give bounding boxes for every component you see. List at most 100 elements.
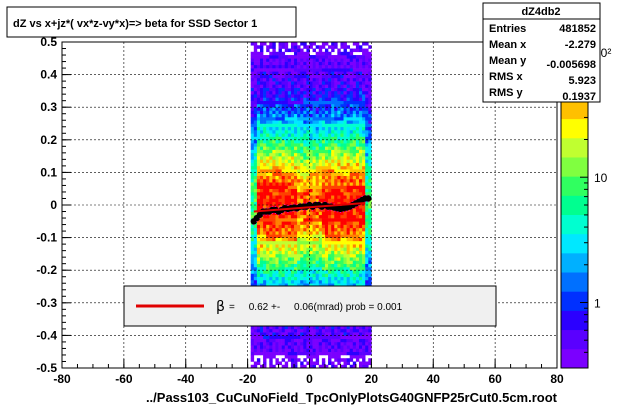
heatmap-cell [290,175,295,180]
heatmap-cell [328,191,332,196]
heatmap-cell [303,178,307,183]
heatmap-cell [278,143,282,147]
heatmap-cell [315,338,320,343]
heatmap-cell [324,149,329,154]
heatmap-cell [272,214,276,219]
heatmap-cell [318,345,323,349]
heatmap-cell [290,247,295,251]
heatmap-cell [306,198,310,203]
heatmap-cell [337,332,341,336]
heatmap-cell [331,335,335,339]
heatmap-cell [284,201,289,206]
heatmap-cell [343,237,347,242]
heatmap-cell [352,48,357,53]
heatmap-cell [340,94,344,98]
heatmap-cell [352,276,357,281]
heatmap-cell [362,338,366,343]
heatmap-cell [303,74,307,79]
heatmap-cell [253,64,258,69]
heatmap-cell [309,146,313,150]
heatmap-cell [312,81,316,85]
heatmap-cell [269,136,273,141]
heatmap-cell [309,159,313,163]
heatmap-cell [303,149,307,154]
heatmap-cell [281,61,286,66]
heatmap-cell [365,94,369,98]
heatmap-cell [269,247,273,251]
heatmap-cell [365,341,369,346]
heatmap-cell [297,81,301,85]
heatmap-cell [346,74,351,79]
heatmap-cell [278,201,282,206]
heatmap-cell [334,338,338,343]
heatmap-cell [294,77,298,82]
heatmap-cell [272,273,276,278]
heatmap-cell [318,273,323,278]
heatmap-cell [260,55,264,59]
heatmap-cell [284,332,289,336]
heatmap-cell [318,156,323,160]
heatmap-cell [368,178,372,183]
heatmap-cell [340,149,344,154]
heatmap-cell [359,120,363,124]
heatmap-cell [346,165,351,170]
heatmap-cell [324,172,329,176]
heatmap-cell [284,81,289,85]
heatmap-cell [324,325,329,330]
heatmap-cell [334,107,338,111]
heatmap-cell [266,120,270,124]
heatmap-cell [365,276,369,281]
heatmap-cell [309,185,313,189]
heatmap-cell [309,100,313,105]
heatmap-cell [365,211,369,216]
heatmap-cell [312,103,316,108]
heatmap-cell [278,266,282,271]
heatmap-cell [315,234,320,238]
heatmap-cell [365,345,369,349]
stats-value: 0.1937 [562,91,596,103]
heatmap-cell [284,335,289,339]
heatmap-cell [352,130,357,134]
heatmap-cell [278,218,282,222]
heatmap-cell [312,136,316,141]
heatmap-cell [362,178,366,183]
heatmap-cell [321,55,326,59]
heatmap-cell [331,178,335,183]
heatmap-cell [359,84,363,88]
heatmap-cell [260,227,264,232]
heatmap-cell [287,263,292,268]
heatmap-cell [343,338,347,343]
heatmap-cell [266,58,270,62]
heatmap-cell [294,253,298,258]
heatmap-cell [352,152,357,157]
heatmap-cell [306,227,310,232]
heatmap-cell [275,159,279,163]
heatmap-cell [281,84,286,88]
heatmap-cell [309,55,313,59]
heatmap-cell [355,283,360,287]
heatmap-cell [337,55,341,59]
heatmap-cell [290,341,295,346]
heatmap-cell [328,227,332,232]
heatmap-cell [294,146,298,150]
heatmap-cell [269,253,273,258]
heatmap-cell [272,42,276,46]
heatmap-cell [368,61,372,66]
heatmap-cell [253,100,258,105]
heatmap-cell [359,45,363,49]
heatmap-cell [287,335,292,339]
heatmap-cell [321,136,326,141]
heatmap-cell [312,175,316,180]
heatmap-cell [275,74,279,79]
heatmap-cell [297,218,301,222]
heatmap-cell [284,152,289,157]
heatmap-cell [315,250,320,255]
heatmap-cell [328,208,332,212]
heatmap-cell [328,257,332,261]
heatmap-cell [352,341,357,346]
heatmap-cell [362,71,366,75]
heatmap-cell [300,81,304,85]
heatmap-cell [287,123,292,128]
heatmap-cell [359,110,363,115]
heatmap-cell [362,51,366,56]
